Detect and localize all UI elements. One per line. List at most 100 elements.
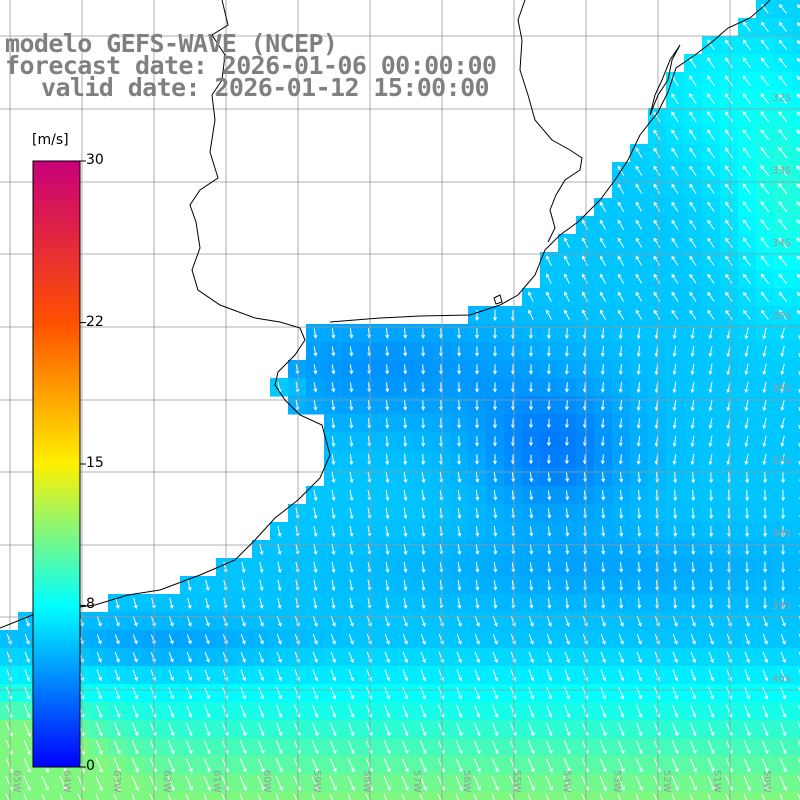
- wind-arrow: [491, 740, 499, 755]
- wind-speed-cell: [792, 144, 800, 163]
- wind-arrow: [708, 381, 713, 394]
- wind-arrow: [743, 793, 748, 800]
- wind-arrow: [331, 543, 336, 556]
- wind-arrow: [778, 129, 788, 141]
- wind-arrow: [707, 111, 715, 123]
- wind-arrow: [276, 669, 283, 682]
- wind-arrow: [259, 597, 264, 610]
- wind-arrow: [547, 526, 552, 537]
- wind-arrow: [385, 597, 390, 610]
- wind-arrow: [796, 183, 800, 189]
- wind-speed-cell: [702, 792, 721, 800]
- wind-arrow: [744, 381, 749, 394]
- wind-arrow: [204, 634, 210, 645]
- wind-arrow: [385, 579, 390, 592]
- wind-arrow: [474, 669, 481, 682]
- wind-arrow: [149, 793, 154, 800]
- wind-arrow: [601, 580, 606, 591]
- wind-arrow: [492, 400, 498, 411]
- wind-arrow: [383, 793, 388, 800]
- wind-arrow: [600, 687, 607, 700]
- wind-arrow: [618, 722, 625, 737]
- wind-arrow: [690, 363, 695, 376]
- wind-arrow: [420, 669, 427, 682]
- wind-arrow: [778, 183, 788, 195]
- wind-arrow: [689, 309, 697, 320]
- wind-arrow: [600, 651, 606, 664]
- wind-arrow: [671, 93, 679, 105]
- wind-arrow: [637, 489, 642, 501]
- wind-arrow: [529, 562, 534, 573]
- wind-arrow: [313, 543, 318, 556]
- wind-arrow: [114, 687, 121, 700]
- wind-arrow: [618, 669, 625, 682]
- wind-arrow: [796, 201, 800, 207]
- wind-arrow: [636, 651, 642, 664]
- wind-arrow: [780, 417, 785, 430]
- latitude-label: 35S: [772, 311, 791, 322]
- wind-arrow: [778, 57, 787, 68]
- wind-arrow: [546, 633, 552, 645]
- wind-arrow: [277, 525, 282, 538]
- wind-arrow: [96, 669, 102, 682]
- wind-arrow: [619, 525, 624, 538]
- latitude-label: 37S: [772, 456, 791, 467]
- longitude-label: 58W: [361, 770, 372, 793]
- wind-arrow: [546, 346, 551, 357]
- wind-arrow: [547, 490, 552, 501]
- wind-arrow: [132, 652, 138, 663]
- wind-arrow: [131, 740, 139, 755]
- wind-arrow: [457, 471, 462, 484]
- wind-arrow: [331, 453, 336, 466]
- wind-arrow: [691, 525, 696, 538]
- wind-arrow: [493, 562, 498, 573]
- wind-speed-cell: [792, 486, 800, 505]
- wind-arrow: [384, 704, 391, 718]
- wind-arrow: [276, 615, 282, 627]
- wind-arrow: [348, 704, 355, 718]
- wind-arrow: [654, 669, 661, 682]
- wind-speed-cell: [792, 126, 800, 145]
- wind-arrow: [347, 775, 355, 791]
- wind-arrow: [671, 255, 679, 266]
- wind-arrow: [760, 75, 770, 87]
- wind-arrow: [745, 507, 750, 520]
- wind-arrow: [672, 327, 677, 340]
- wind-arrow: [760, 165, 770, 177]
- wind-arrow: [330, 687, 337, 700]
- wind-arrow: [384, 687, 391, 700]
- wind-arrow: [617, 273, 625, 284]
- wind-arrow: [726, 687, 733, 700]
- wind-arrow: [763, 597, 768, 610]
- wind-arrow: [760, 57, 769, 69]
- wind-arrow: [690, 633, 696, 645]
- wind-arrow: [349, 507, 354, 520]
- wind-speed-cell: [792, 432, 800, 451]
- wind-arrow: [672, 651, 678, 664]
- wind-arrow: [492, 454, 498, 465]
- wind-arrow: [689, 237, 697, 248]
- wind-arrow: [617, 740, 625, 755]
- wind-arrow: [492, 687, 499, 700]
- wind-arrow: [726, 669, 733, 682]
- wind-arrow: [690, 669, 697, 682]
- wind-arrow: [653, 129, 661, 140]
- wind-arrow: [564, 722, 571, 737]
- colorbar-tick-label: 30: [86, 152, 104, 168]
- wind-arrow: [331, 435, 336, 448]
- wind-arrow: [403, 507, 408, 520]
- wind-arrow: [762, 327, 767, 340]
- wind-arrow: [689, 201, 697, 212]
- wind-arrow: [493, 597, 498, 610]
- wind-arrow: [41, 775, 49, 792]
- wind-speed-cell: [792, 108, 800, 127]
- wind-arrow: [402, 704, 409, 718]
- wind-arrow: [600, 633, 606, 645]
- wind-arrow: [186, 634, 192, 645]
- wind-arrow: [691, 471, 696, 484]
- wind-speed-cell: [792, 540, 800, 559]
- wind-arrow: [743, 758, 751, 773]
- wind-speed-cell: [378, 792, 397, 800]
- wind-arrow: [763, 561, 768, 573]
- wind-arrow: [150, 687, 157, 700]
